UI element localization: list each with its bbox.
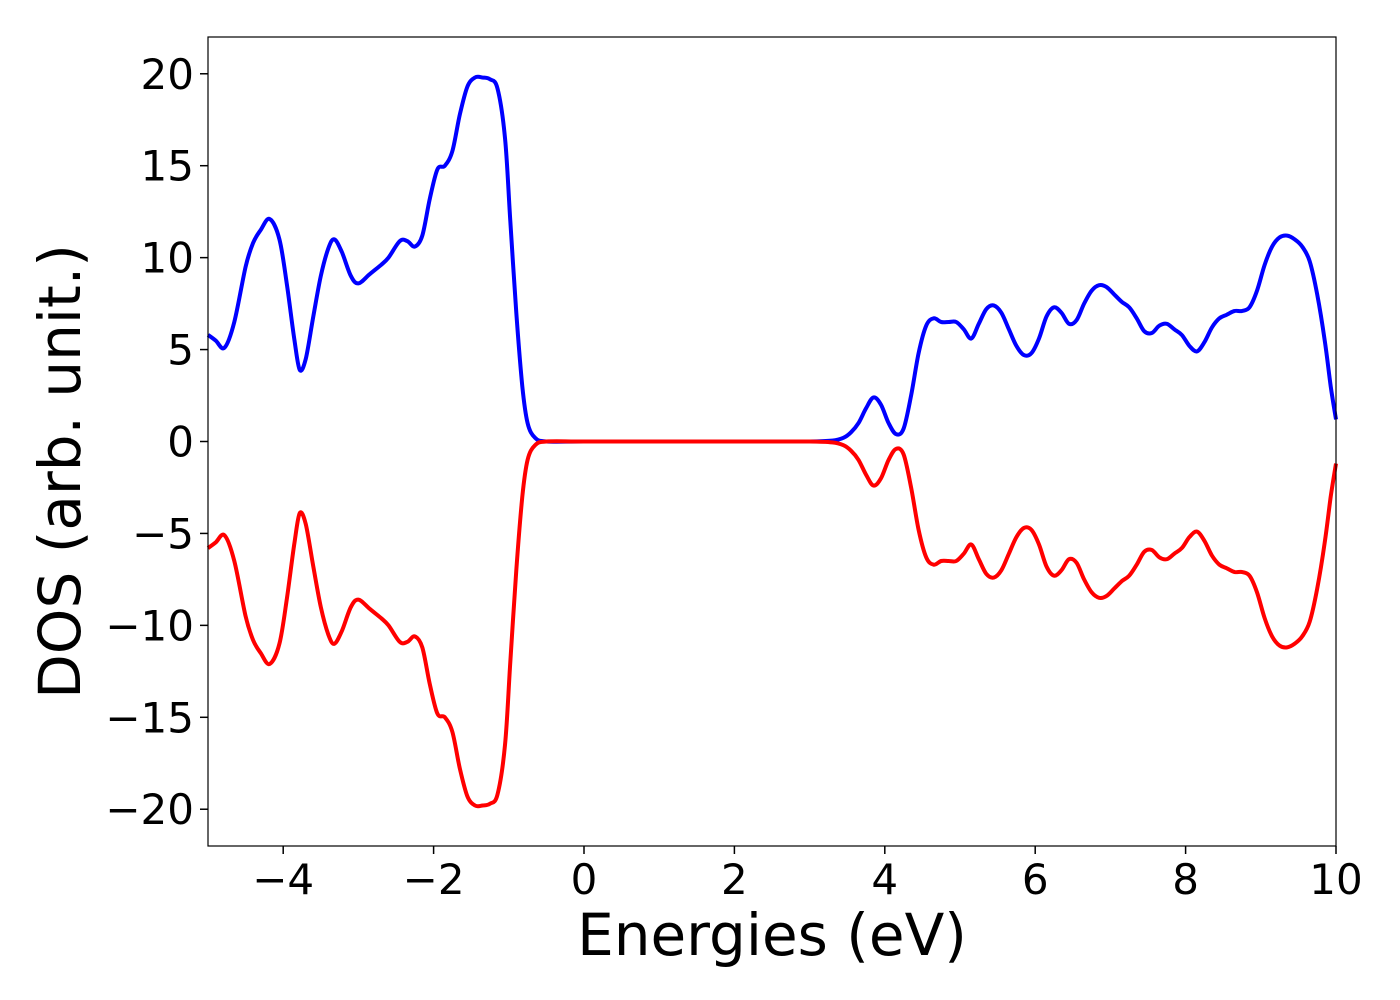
y-tick-label: −10 [105,601,194,650]
x-axis-title: Energies (eV) [577,901,967,969]
x-axis: −4 −2 0 2 4 6 8 10 [252,846,1363,904]
y-tick-label: 15 [141,142,194,191]
series-layer [206,74,1338,809]
y-tick-label: 0 [167,418,194,467]
y-tick-label: −5 [132,509,194,558]
x-tick-label: 10 [1309,855,1362,904]
x-tick-label: 8 [1172,855,1199,904]
x-tick-label: −2 [403,855,465,904]
y-tick-label: −20 [105,785,194,834]
series-line-1 [206,74,1338,444]
x-tick-label: 2 [721,855,748,904]
y-tick-label: 5 [167,326,194,375]
x-tick-label: −4 [252,855,314,904]
y-axis-title: DOS (arb. unit.) [26,244,94,699]
x-tick-label: 0 [571,855,598,904]
series-line-2 [206,439,1338,809]
x-tick-label: 6 [1022,855,1049,904]
x-tick-label: 4 [871,855,898,904]
y-tick-label: 10 [141,234,194,283]
y-tick-label: −15 [105,693,194,742]
y-tick-label: 20 [141,50,194,99]
y-axis: 20 15 10 5 0 −5 −10 −15 −20 [105,50,208,834]
